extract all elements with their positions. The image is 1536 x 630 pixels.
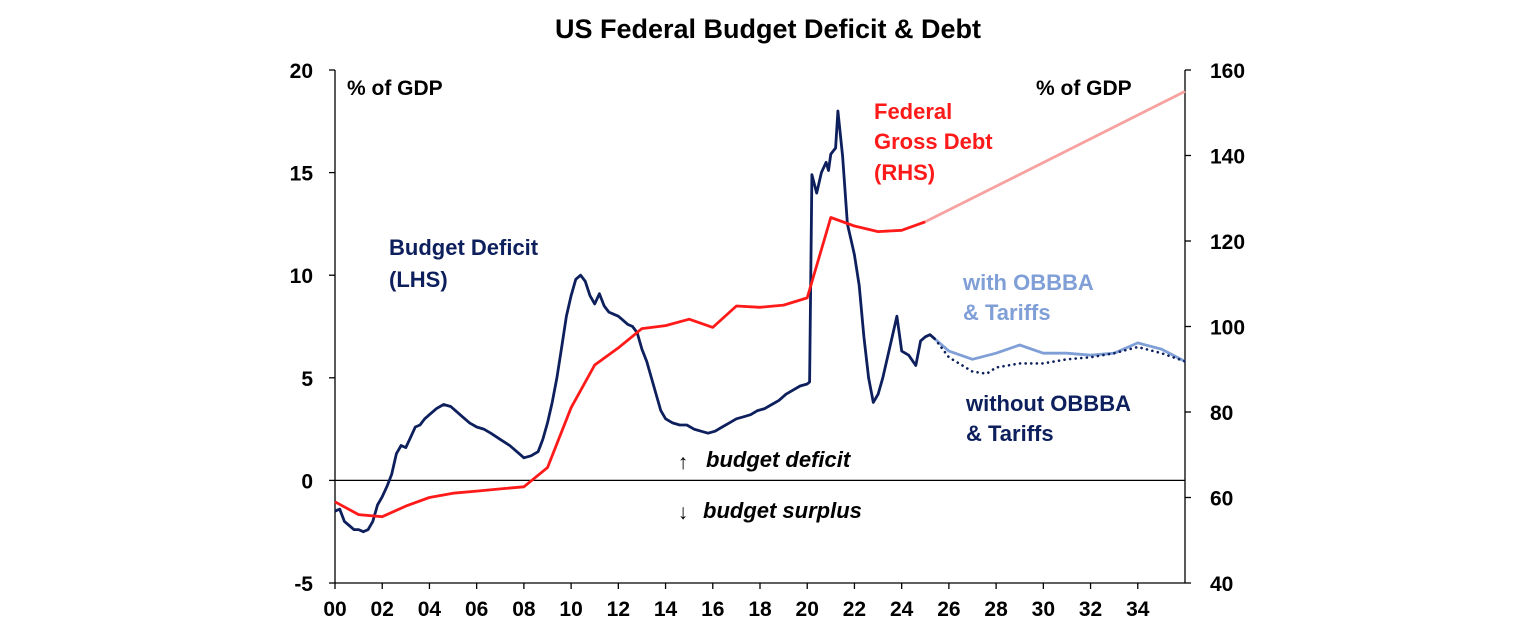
x-tick-label: 02 bbox=[371, 598, 394, 621]
deficit-label-line2: (LHS) bbox=[389, 267, 448, 292]
x-tick-label: 12 bbox=[607, 598, 630, 621]
x-tick-label: 30 bbox=[1032, 598, 1055, 621]
left-tick-label: 10 bbox=[290, 265, 313, 288]
x-tick-label: 06 bbox=[465, 598, 488, 621]
x-tick-label: 20 bbox=[796, 598, 819, 621]
left-tick-label: 0 bbox=[301, 470, 313, 493]
x-tick-label: 26 bbox=[937, 598, 960, 621]
x-tick-label: 28 bbox=[984, 598, 1008, 621]
federal-debt-projection-line bbox=[924, 90, 1186, 224]
x-tick-label: 10 bbox=[559, 598, 582, 621]
left-tick-label: 15 bbox=[290, 163, 314, 186]
left-axis: 20 15 10 5 0 -5 bbox=[290, 60, 335, 596]
right-tick-label: 80 bbox=[1210, 402, 1233, 425]
x-tick-label: 16 bbox=[701, 598, 724, 621]
left-tick-label: 20 bbox=[290, 60, 313, 83]
debt-label-line2: Gross Debt bbox=[874, 129, 993, 154]
x-tick-label: 18 bbox=[748, 598, 772, 621]
right-tick-label: 140 bbox=[1210, 146, 1245, 169]
x-axis: 00 02 04 06 08 10 12 14 16 18 20 22 24 26 28 30 32 34 bbox=[323, 583, 1150, 621]
series-lines bbox=[334, 90, 1187, 534]
x-tick-label: 04 bbox=[418, 598, 442, 621]
with-obbba-label-line1: with OBBBA bbox=[962, 270, 1094, 295]
budget-deficit-line bbox=[334, 109, 936, 534]
right-tick-label: 100 bbox=[1210, 317, 1245, 340]
left-axis-unit-label: % of GDP bbox=[347, 77, 443, 100]
x-tick-label: 08 bbox=[512, 598, 536, 621]
debt-label-line1: Federal bbox=[874, 99, 952, 124]
with-obbba-line bbox=[933, 337, 1186, 363]
x-tick-label: 24 bbox=[890, 598, 914, 621]
without-obbba-line bbox=[933, 337, 1187, 375]
x-tick-label: 00 bbox=[323, 598, 346, 621]
x-tick-label: 32 bbox=[1079, 598, 1102, 621]
deficit-label-line1: Budget Deficit bbox=[389, 235, 539, 260]
budget-surplus-label: budget surplus bbox=[703, 498, 862, 523]
right-tick-label: 160 bbox=[1210, 60, 1245, 83]
without-obbba-label-line1: without OBBBA bbox=[965, 391, 1131, 416]
arrow-down-icon: ↓ bbox=[678, 501, 689, 524]
x-tick-label: 14 bbox=[654, 598, 678, 621]
x-tick-label: 22 bbox=[843, 598, 866, 621]
right-tick-label: 60 bbox=[1210, 488, 1233, 511]
left-tick-label: -5 bbox=[294, 573, 313, 596]
right-tick-label: 120 bbox=[1210, 231, 1245, 254]
with-obbba-label-line2: & Tariffs bbox=[963, 300, 1051, 325]
debt-label-line3: (RHS) bbox=[874, 160, 935, 185]
right-axis: 160 140 120 100 80 60 40 bbox=[1185, 60, 1245, 596]
left-tick-label: 5 bbox=[301, 368, 313, 391]
budget-deficit-label: budget deficit bbox=[706, 447, 852, 472]
arrow-up-icon: ↑ bbox=[678, 451, 689, 474]
right-tick-label: 40 bbox=[1210, 573, 1233, 596]
x-tick-label: 34 bbox=[1126, 598, 1150, 621]
chart-title: US Federal Budget Deficit & Debt bbox=[555, 14, 981, 44]
without-obbba-label-line2: & Tariffs bbox=[966, 421, 1054, 446]
federal-debt-line bbox=[334, 216, 926, 519]
right-axis-unit-label: % of GDP bbox=[1036, 77, 1132, 100]
